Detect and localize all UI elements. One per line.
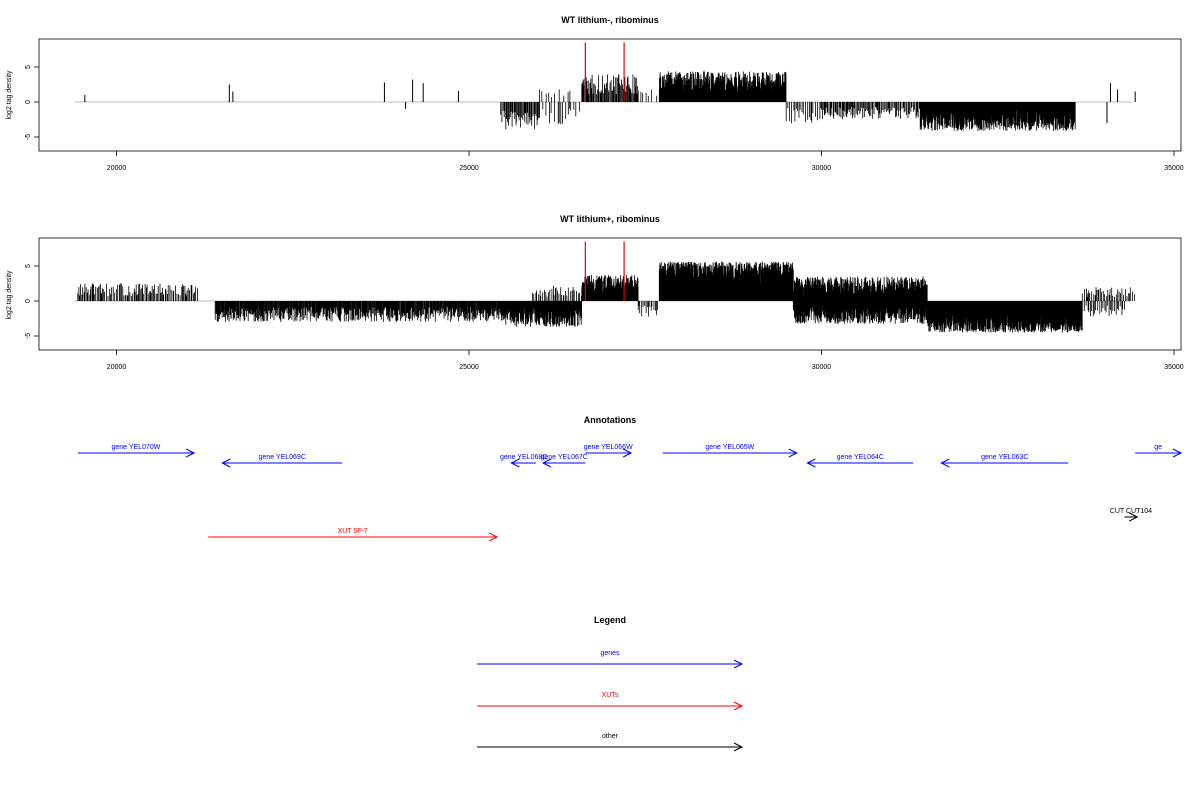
- y-tick-label: 5: [25, 65, 32, 69]
- y-axis-label: log2 tag density: [6, 270, 13, 320]
- y-tick-label: 0: [25, 100, 32, 104]
- legend-label: genes: [600, 650, 620, 657]
- y-tick-label: 5: [25, 264, 32, 268]
- feature-label: gene YEL069C: [259, 454, 306, 461]
- bars: [74, 241, 1135, 333]
- feature-label: CUT CUT104: [1110, 508, 1152, 515]
- annotation-feature: gene YEL069C: [221, 454, 343, 468]
- x-tick-label: 20000: [107, 364, 127, 371]
- arrow-head-icon: [488, 532, 499, 542]
- arrow-head-icon: [1172, 448, 1183, 458]
- arrow-head-icon: [733, 659, 744, 669]
- arrow-head-icon: [1129, 512, 1139, 522]
- legend-items: genes XUTs other: [477, 650, 744, 752]
- feature-label: gene YEL064C: [837, 454, 884, 461]
- x-tick-label: 20000: [107, 165, 127, 172]
- arrow-head-icon: [185, 448, 196, 458]
- plot-frame: [38, 237, 1182, 351]
- track-panel-lithium-plus: WT lithium+, ribominus log2 tag density …: [6, 214, 1184, 371]
- annotation-feature: CUT CUT104: [1110, 508, 1152, 522]
- panel-title: WT lithium-, ribominus: [561, 15, 659, 25]
- annotations-panel: Annotations gene YEL070W gene YEL069C gene…: [77, 415, 1183, 542]
- y-tick-label: -5: [25, 134, 32, 140]
- annotation-feature: gene YEL064C: [806, 454, 914, 468]
- legend-title: Legend: [594, 615, 626, 625]
- arrow-head-icon: [733, 701, 744, 711]
- plot-frame: [38, 38, 1182, 152]
- arrow-head-icon: [510, 458, 520, 468]
- feature-label: gene YEL070W: [111, 444, 160, 451]
- feature-label: XUT 5F-7: [338, 528, 368, 535]
- arrow-head-icon: [221, 458, 231, 468]
- feature-label: ge: [1154, 444, 1162, 451]
- legend-panel: Legend genes XUTs other: [477, 615, 744, 752]
- feature-label: gene YEL066W: [584, 444, 633, 451]
- annotation-feature: ge: [1135, 444, 1183, 458]
- annotation-feature: gene YEL063C: [940, 454, 1069, 468]
- annotation-feature: gene YEL066W: [584, 444, 633, 458]
- annotation-feature: gene YEL070W: [77, 444, 196, 458]
- x-tick-label: 25000: [459, 364, 479, 371]
- panel-title: WT lithium+, ribominus: [560, 214, 660, 224]
- legend-item: XUTs: [477, 692, 744, 711]
- feature-label: gene YEL067C: [540, 454, 587, 461]
- legend-label: XUTs: [602, 692, 619, 699]
- feature-label: gene YEL068C: [500, 454, 547, 461]
- legend-label: other: [602, 733, 619, 740]
- track-panel-lithium-minus: WT lithium-, ribominus log2 tag density …: [6, 15, 1184, 172]
- annotations-title: Annotations: [584, 415, 637, 425]
- arrow-head-icon: [541, 458, 552, 468]
- bars: [74, 42, 1136, 131]
- legend-item: other: [477, 733, 744, 752]
- arrow-head-icon: [806, 458, 816, 468]
- annotation-feature: gene YEL065W: [662, 444, 798, 458]
- x-tick-label: 35000: [1164, 165, 1184, 172]
- axes: 20000 25000 30000 35000 -5 0 5: [25, 65, 1184, 172]
- y-tick-label: -5: [25, 333, 32, 339]
- annotation-feature: gene YEL068C: [500, 454, 547, 468]
- x-tick-label: 35000: [1164, 364, 1184, 371]
- axes: 20000 25000 30000 35000 -5 0 5: [25, 264, 1184, 371]
- legend-item: genes: [477, 650, 744, 669]
- tag-density-bars: [500, 71, 1076, 131]
- feature-label: gene YEL065W: [705, 444, 754, 451]
- x-tick-label: 25000: [459, 165, 479, 172]
- tag-density-bars: [77, 261, 1135, 333]
- arrow-head-icon: [733, 742, 744, 752]
- feature-label: gene YEL063C: [981, 454, 1028, 461]
- y-axis-label: log2 tag density: [6, 70, 13, 120]
- arrow-head-icon: [940, 458, 950, 468]
- x-tick-label: 30000: [812, 364, 832, 371]
- x-tick-label: 30000: [812, 165, 832, 172]
- y-tick-label: 0: [25, 299, 32, 303]
- arrow-head-icon: [788, 448, 798, 458]
- annotation-feature: XUT 5F-7: [208, 528, 499, 542]
- annotation-feature: gene YEL067C: [540, 454, 588, 468]
- arrow-head-icon: [622, 448, 633, 458]
